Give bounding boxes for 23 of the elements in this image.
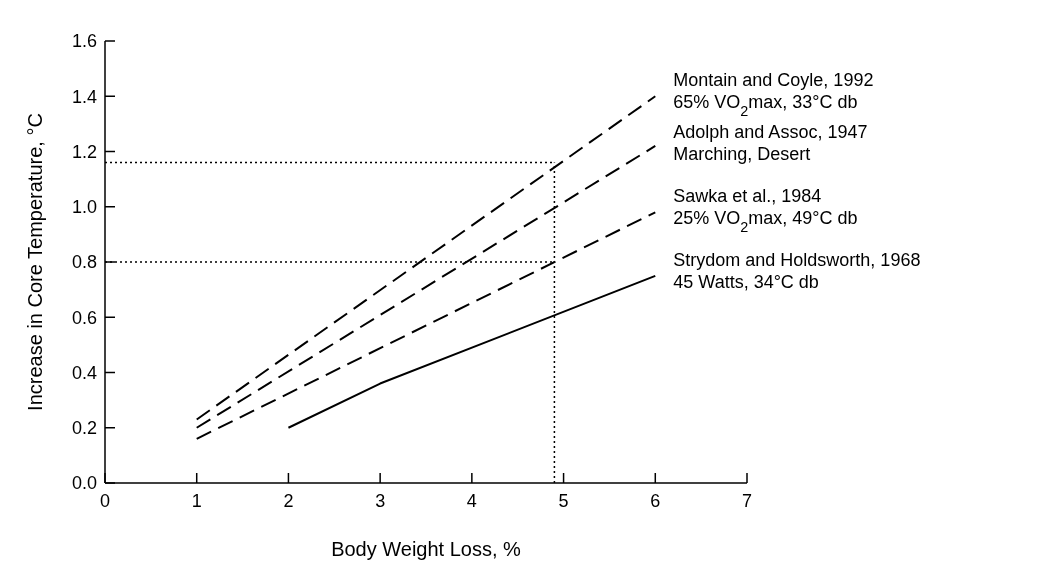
y-tick-label: 0.2 [71, 418, 97, 439]
series-label: Strydom and Holdsworth, 1968 45 Watts, 34°C db [673, 249, 921, 292]
y-tick-label: 0.8 [71, 252, 97, 273]
x-tick-label: 2 [283, 491, 294, 511]
y-tick-label: 1.4 [71, 86, 97, 107]
y-tick-label: 1.2 [71, 141, 97, 162]
x-tick-label: 5 [558, 491, 569, 511]
y-tick-label: 1.0 [71, 197, 97, 218]
y-tick-label: 0.0 [71, 473, 97, 494]
y-tick-label: 0.4 [71, 362, 97, 383]
series-label: Sawka et al., 1984 25% VO$_{2}$max, 49°C db [673, 186, 858, 236]
x-tick-label: 6 [650, 491, 661, 511]
y-tick-label: 1.6 [71, 31, 97, 52]
series-label: Adolph and Assoc, 1947 Marching, Desert [673, 122, 868, 165]
series-label: Montain and Coyle, 1992 65% VO$_{2}$max, 33°C db [673, 70, 874, 120]
x-tick-label: 0 [99, 491, 111, 511]
x-axis-title: Body Weight Loss, % [331, 538, 522, 560]
x-tick-label: 3 [375, 491, 386, 511]
y-axis-title: Increase in Core Temperature, °C [24, 113, 46, 411]
x-tick-label: 1 [191, 491, 202, 511]
y-tick-label: 0.6 [71, 307, 97, 328]
x-tick-label: 4 [466, 491, 477, 511]
x-tick-label: 7 [741, 491, 753, 511]
